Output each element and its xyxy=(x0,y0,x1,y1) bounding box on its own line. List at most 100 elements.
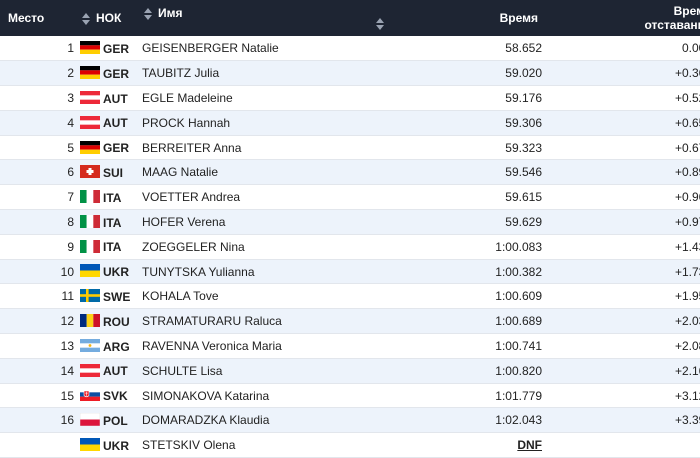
argentina-flag-icon xyxy=(80,338,100,352)
italy-flag-icon xyxy=(80,190,100,204)
ukraine-flag-icon xyxy=(80,264,100,278)
athlete-name[interactable]: MAAG Natalie xyxy=(142,159,392,186)
noc-cell: GER xyxy=(80,60,142,87)
table-row[interactable]: 1 GER GEISENBERGER Natalie 58.652 0.000 xyxy=(0,36,700,62)
athlete-name[interactable]: TUNYTSKA Yulianna xyxy=(142,259,392,285)
time-cell: 59.176 xyxy=(392,85,548,111)
noc-cell: GER xyxy=(80,36,142,62)
time-value: 59.020 xyxy=(505,66,542,81)
gap-cell: +3.127 xyxy=(548,383,700,409)
time-cell: 1:00.083 xyxy=(392,234,548,260)
time-value: 59.306 xyxy=(505,115,542,130)
noc-code: ROU xyxy=(103,314,130,329)
time-cell: 1:00.689 xyxy=(392,308,548,335)
athlete-name[interactable]: DOMARADZKA Klaudia xyxy=(142,407,392,434)
column-header-name[interactable]: Имя xyxy=(142,0,392,36)
rank-cell: 2 xyxy=(0,60,80,87)
time-value: 59.176 xyxy=(505,90,542,105)
athlete-name[interactable]: ZOEGGELER Nina xyxy=(142,234,392,260)
time-cell: 59.306 xyxy=(392,110,548,136)
athlete-name[interactable]: KOHALA Tove xyxy=(142,283,392,310)
gap-cell: +0.368 xyxy=(548,60,700,87)
rank-cell: 5 xyxy=(0,135,80,161)
noc-code: SVK xyxy=(103,388,128,403)
gap-cell: +0.671 xyxy=(548,135,700,161)
athlete-name[interactable]: SCHULTE Lisa xyxy=(142,358,392,384)
gap-cell: +0.654 xyxy=(548,110,700,136)
athlete-name[interactable]: PROCK Hannah xyxy=(142,110,392,136)
table-row[interactable]: 8 ITA HOFER Verena 59.629 +0.977 xyxy=(0,209,700,235)
athlete-name[interactable]: HOFER Verena xyxy=(142,209,392,235)
column-header-noc[interactable]: НОК xyxy=(80,0,142,36)
column-header-rank-label: Место xyxy=(8,11,45,25)
time-cell: 59.629 xyxy=(392,209,548,235)
column-header-time[interactable]: Время xyxy=(392,0,548,36)
column-header-gap[interactable]: Время отставания xyxy=(548,0,700,36)
athlete-name[interactable]: STETSKIV Olena xyxy=(142,432,392,458)
italy-flag-icon xyxy=(80,239,100,253)
table-row[interactable]: 16 POL DOMARADZKA Klaudia 1:02.043 +3.391 xyxy=(0,407,700,434)
gap-cell: +2.168 xyxy=(548,358,700,384)
noc-code: UKR xyxy=(103,264,129,279)
noc-code: POL xyxy=(103,413,128,428)
table-row[interactable]: 10 UKR TUNYTSKA Yulianna 1:00.382 +1.730 xyxy=(0,259,700,285)
athlete-name[interactable]: VOETTER Andrea xyxy=(142,184,392,211)
gap-cell: +2.037 xyxy=(548,308,700,335)
table-row[interactable]: 5 GER BERREITER Anna 59.323 +0.671 xyxy=(0,135,700,161)
athlete-name[interactable]: STRAMATURARU Raluca xyxy=(142,308,392,335)
rank-cell: 16 xyxy=(0,407,80,434)
sort-icon[interactable] xyxy=(144,7,152,20)
table-row[interactable]: 15 SVK SIMONAKOVA Katarina 1:01.779 +3.127 xyxy=(0,383,700,409)
table-row[interactable]: 11 SWE KOHALA Tove 1:00.609 +1.957 xyxy=(0,283,700,310)
gap-cell: +1.730 xyxy=(548,259,700,285)
athlete-name[interactable]: RAVENNA Veronica Maria xyxy=(142,333,392,359)
time-value: 59.615 xyxy=(505,190,542,205)
table-row[interactable]: 12 ROU STRAMATURARU Raluca 1:00.689 +2.037 xyxy=(0,308,700,335)
noc-code: ITA xyxy=(103,215,122,230)
column-header-noc-label: НОК xyxy=(96,11,122,25)
noc-cell: GER xyxy=(80,135,142,161)
athlete-name[interactable]: SIMONAKOVA Katarina xyxy=(142,383,392,409)
time-value: 1:00.609 xyxy=(495,289,542,304)
noc-cell: AUT xyxy=(80,85,142,111)
noc-cell: SWE xyxy=(80,283,142,310)
table-row[interactable]: 6 SUI MAAG Natalie 59.546 +0.894 xyxy=(0,159,700,186)
time-cell: DNF xyxy=(392,432,548,458)
time-value: 1:00.382 xyxy=(495,264,542,279)
noc-code: SWE xyxy=(103,289,131,304)
rank-cell: 6 xyxy=(0,159,80,186)
table-row[interactable]: 2 GER TAUBITZ Julia 59.020 +0.368 xyxy=(0,60,700,87)
switzerland-flag-icon xyxy=(80,165,100,179)
time-cell: 59.020 xyxy=(392,60,548,87)
athlete-name[interactable]: GEISENBERGER Natalie xyxy=(142,36,392,62)
time-cell: 1:00.609 xyxy=(392,283,548,310)
table-row[interactable]: 4 AUT PROCK Hannah 59.306 +0.654 xyxy=(0,110,700,136)
athlete-name[interactable]: EGLE Madeleine xyxy=(142,85,392,111)
table-row[interactable]: 13 ARG RAVENNA Veronica Maria 1:00.741 +2.08… xyxy=(0,333,700,359)
noc-code: ITA xyxy=(103,240,122,255)
italy-flag-icon xyxy=(80,214,100,228)
noc-cell: AUT xyxy=(80,110,142,136)
rank-cell: 4 xyxy=(0,110,80,136)
noc-code: SUI xyxy=(103,165,124,180)
table-row[interactable]: 9 ITA ZOEGGELER Nina 1:00.083 +1.431 xyxy=(0,234,700,260)
athlete-name[interactable]: BERREITER Anna xyxy=(142,135,392,161)
sort-icon[interactable] xyxy=(82,12,90,25)
gap-cell: +1.957 xyxy=(548,283,700,310)
time-value: 59.323 xyxy=(505,140,542,155)
rank-cell: 14 xyxy=(0,358,80,384)
table-row[interactable]: UKR STETSKIV Olena DNF xyxy=(0,432,700,458)
table-row[interactable]: 7 ITA VOETTER Andrea 59.615 +0.963 xyxy=(0,184,700,211)
noc-code: AUT xyxy=(103,91,128,106)
rank-cell: 13 xyxy=(0,333,80,359)
noc-cell: SVK xyxy=(80,383,142,409)
sort-icon[interactable] xyxy=(376,18,384,30)
column-header-rank[interactable]: Место xyxy=(0,0,80,36)
athlete-name[interactable]: TAUBITZ Julia xyxy=(142,60,392,87)
table-row[interactable]: 3 AUT EGLE Madeleine 59.176 +0.524 xyxy=(0,85,700,111)
time-cell: 59.323 xyxy=(392,135,548,161)
noc-code: AUT xyxy=(103,116,128,131)
table-row[interactable]: 14 AUT SCHULTE Lisa 1:00.820 +2.168 xyxy=(0,358,700,384)
time-cell: 1:00.820 xyxy=(392,358,548,384)
